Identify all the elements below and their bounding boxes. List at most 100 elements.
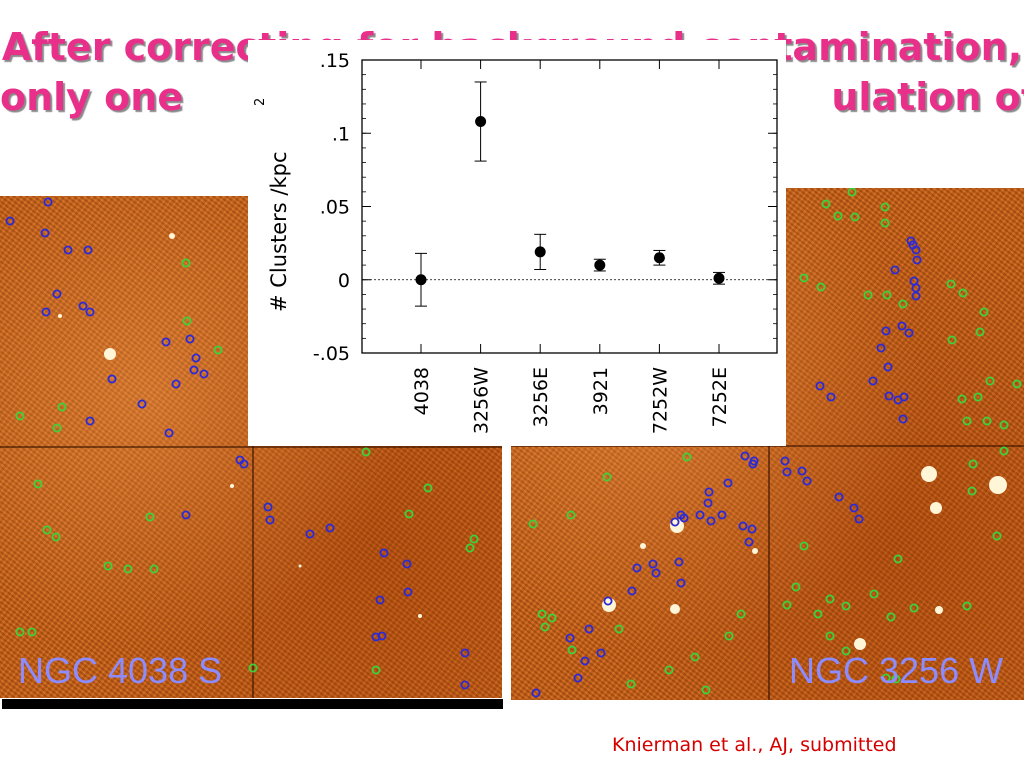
- green-cluster-marker: [946, 279, 956, 289]
- y-axis-label-superscript: 2: [253, 98, 268, 106]
- blue-cluster-marker: [83, 245, 93, 255]
- blue-cluster-marker: [565, 633, 575, 643]
- green-cluster-marker: [968, 459, 978, 469]
- blue-cluster-marker: [573, 673, 583, 683]
- bright-star: [921, 466, 937, 482]
- green-cluster-marker: [791, 582, 801, 592]
- data-point: [534, 246, 546, 258]
- green-cluster-marker: [664, 665, 674, 675]
- x-tick-label: 3256E: [530, 367, 552, 427]
- blue-cluster-marker: [627, 586, 637, 596]
- blue-cluster-marker: [85, 307, 95, 317]
- green-cluster-marker: [816, 282, 826, 292]
- green-cluster-marker: [880, 202, 890, 212]
- blue-cluster-marker: [747, 524, 757, 534]
- green-cluster-marker: [821, 199, 831, 209]
- blue-cluster-marker: [239, 459, 249, 469]
- data-point: [594, 259, 606, 271]
- blue-cluster-marker: [904, 328, 914, 338]
- green-cluster-marker: [149, 564, 159, 574]
- green-cluster-marker: [880, 218, 890, 228]
- green-cluster-marker: [833, 211, 843, 221]
- blue-cluster-marker: [41, 307, 51, 317]
- blue-cluster-marker: [876, 343, 886, 353]
- blue-cluster-marker: [815, 381, 825, 391]
- green-cluster-marker: [947, 335, 957, 345]
- blue-cluster-marker: [648, 559, 658, 569]
- green-cluster-marker: [825, 594, 835, 604]
- green-cluster-marker: [825, 631, 835, 641]
- green-cluster-marker: [736, 609, 746, 619]
- x-tick-label: 3256W: [471, 367, 493, 434]
- green-cluster-marker: [181, 258, 191, 268]
- blue-cluster-marker: [191, 353, 201, 363]
- blue-cluster-marker: [748, 459, 758, 469]
- green-cluster-marker: [15, 627, 25, 637]
- blue-cluster-marker: [402, 559, 412, 569]
- green-cluster-marker: [566, 510, 576, 520]
- green-cluster-marker: [42, 525, 52, 535]
- green-cluster-marker: [958, 288, 968, 298]
- blue-cluster-marker: [603, 596, 613, 606]
- blue-cluster-marker: [703, 498, 713, 508]
- blue-cluster-marker: [738, 521, 748, 531]
- blue-cluster-marker: [826, 392, 836, 402]
- blue-cluster-marker: [596, 648, 606, 658]
- green-cluster-marker: [962, 601, 972, 611]
- bright-star: [298, 564, 302, 568]
- green-cluster-marker: [52, 423, 62, 433]
- blue-cluster-marker: [780, 456, 790, 466]
- green-cluster-marker: [841, 601, 851, 611]
- blue-cluster-marker: [723, 478, 733, 488]
- blue-cluster-marker: [199, 369, 209, 379]
- green-cluster-marker: [799, 273, 809, 283]
- green-cluster-marker: [682, 452, 692, 462]
- blue-cluster-marker: [171, 379, 181, 389]
- title-line-2: only one ulation of: [0, 75, 1024, 119]
- green-cluster-marker: [847, 188, 857, 197]
- bright-star: [752, 548, 758, 554]
- bright-star: [104, 348, 116, 360]
- blue-cluster-marker: [265, 515, 275, 525]
- green-cluster-marker: [975, 327, 985, 337]
- y-tick-label: .05: [320, 197, 350, 219]
- green-cluster-marker: [27, 627, 37, 637]
- green-cluster-marker: [248, 663, 258, 673]
- green-cluster-marker: [547, 613, 557, 623]
- blue-cluster-marker: [531, 688, 541, 698]
- bright-star: [854, 638, 866, 650]
- bright-star: [989, 476, 1007, 494]
- blue-cluster-marker: [263, 502, 273, 512]
- blue-cluster-marker: [884, 391, 894, 401]
- blue-cluster-marker: [706, 516, 716, 526]
- green-cluster-marker: [528, 519, 538, 529]
- green-cluster-marker: [701, 685, 711, 695]
- blue-cluster-marker: [325, 523, 335, 533]
- data-point: [713, 272, 725, 284]
- blue-cluster-marker: [744, 537, 754, 547]
- blue-cluster-marker: [717, 510, 727, 520]
- green-cluster-marker: [893, 554, 903, 564]
- blue-cluster-marker: [911, 283, 921, 293]
- green-cluster-marker: [371, 665, 381, 675]
- blue-cluster-marker: [890, 265, 900, 275]
- green-cluster-marker: [537, 609, 547, 619]
- cluster-density-chart: -.05 0 .05 .1 .15 # Clusters /kpc 2 4038 3256W 32…: [248, 40, 786, 446]
- blue-cluster-marker: [189, 365, 199, 375]
- blue-cluster-marker: [676, 510, 686, 520]
- y-tick-label: -.05: [313, 343, 350, 365]
- green-cluster-marker: [813, 609, 823, 619]
- data-point: [415, 274, 427, 286]
- blue-cluster-marker: [584, 624, 594, 634]
- blue-cluster-marker: [897, 321, 907, 331]
- green-cluster-marker: [614, 624, 624, 634]
- blue-cluster-marker: [651, 568, 661, 578]
- green-cluster-marker: [881, 673, 891, 683]
- blue-cluster-marker: [107, 374, 117, 384]
- blue-cluster-marker: [164, 428, 174, 438]
- green-cluster-marker: [690, 652, 700, 662]
- blue-cluster-marker: [883, 362, 893, 372]
- blue-cluster-marker: [868, 376, 878, 386]
- green-cluster-marker: [973, 392, 983, 402]
- blue-cluster-marker: [676, 578, 686, 588]
